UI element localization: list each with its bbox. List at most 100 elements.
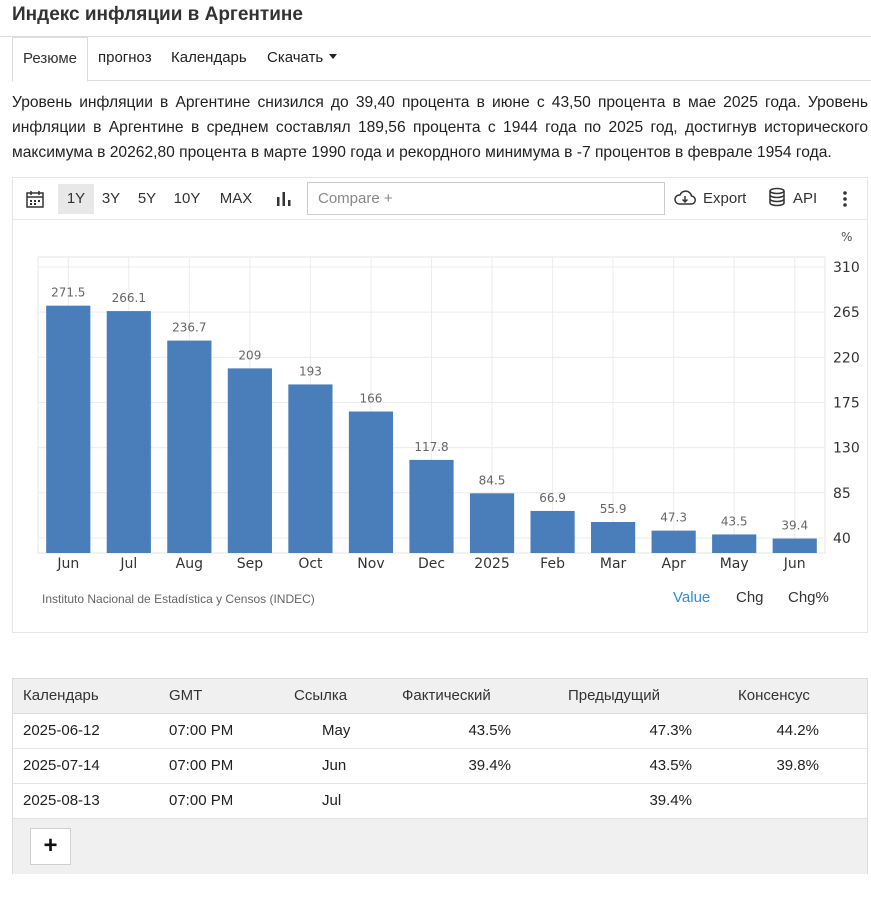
tab-calendar[interactable]: Календарь bbox=[161, 37, 257, 81]
cell-previous: 47.3% bbox=[556, 713, 726, 749]
bar bbox=[348, 411, 394, 553]
api-label: API bbox=[793, 190, 818, 207]
y-tick-label: 130 bbox=[833, 441, 860, 457]
col-header-calendar: Календарь bbox=[13, 679, 159, 714]
range-3y-button[interactable]: 3Y bbox=[101, 190, 121, 207]
y-unit-label: % bbox=[841, 230, 852, 244]
cell-date: 2025-07-14 bbox=[13, 748, 159, 784]
cell-previous: 39.4% bbox=[556, 783, 726, 819]
mode-chg-pct-link[interactable]: Chg% bbox=[788, 589, 829, 606]
range-10y-button[interactable]: 10Y bbox=[173, 190, 201, 207]
cell-reference: May bbox=[284, 713, 392, 749]
calendar-table: Календарь GMT Ссылка Фактический Предыду… bbox=[13, 679, 867, 819]
y-tick-label: 175 bbox=[833, 395, 860, 411]
x-tick-label: Sep bbox=[237, 556, 264, 572]
cell-actual: 43.5% bbox=[392, 713, 556, 749]
x-tick-label: Jun bbox=[56, 556, 79, 572]
table-row: 2025-08-13 07:00 PM Jul 39.4% bbox=[13, 783, 867, 819]
col-header-reference: Ссылка bbox=[284, 679, 392, 714]
cloud-download-icon bbox=[674, 190, 696, 205]
bar-value-label: 166 bbox=[360, 392, 383, 406]
bar-value-label: 55.9 bbox=[600, 502, 627, 516]
bar bbox=[530, 510, 575, 553]
bar bbox=[651, 530, 696, 553]
bar bbox=[772, 538, 817, 553]
col-header-actual: Фактический bbox=[392, 679, 556, 714]
bar-value-label: 39.4 bbox=[781, 519, 808, 533]
col-header-gmt: GMT bbox=[159, 679, 284, 714]
tab-bar: Резюме прогноз Календарь Скачать bbox=[12, 37, 871, 82]
tab-calendar-label: Календарь bbox=[171, 49, 247, 66]
cell-time: 07:00 PM bbox=[159, 748, 284, 784]
calendar-footer: + bbox=[13, 819, 867, 874]
bar-value-label: 66.9 bbox=[539, 491, 566, 505]
x-tick-label: Oct bbox=[298, 556, 323, 572]
cell-reference: Jun bbox=[284, 748, 392, 784]
cell-previous: 43.5% bbox=[556, 748, 726, 784]
range-1y-button[interactable]: 1Y bbox=[58, 184, 94, 214]
table-row: 2025-06-12 07:00 PM May 43.5% 47.3% 44.2% bbox=[13, 713, 867, 749]
chevron-down-icon bbox=[329, 54, 338, 59]
bar bbox=[288, 384, 333, 553]
tab-summary[interactable]: Резюме bbox=[12, 37, 88, 82]
table-header-row: Календарь GMT Ссылка Фактический Предыду… bbox=[13, 679, 867, 714]
bar bbox=[409, 459, 454, 553]
y-tick-label: 310 bbox=[833, 260, 860, 276]
page-title: Индекс инфляции в Аргентине bbox=[12, 4, 303, 25]
database-icon bbox=[769, 187, 785, 207]
mode-chg-link[interactable]: Chg bbox=[736, 589, 764, 606]
x-tick-label: Mar bbox=[600, 556, 627, 572]
table-row: 2025-07-14 07:00 PM Jun 39.4% 43.5% 39.8% bbox=[13, 748, 867, 784]
add-button[interactable]: + bbox=[30, 828, 71, 865]
chart-panel: 1Y 3Y 5Y 10Y MAX Export API bbox=[12, 177, 868, 633]
cell-time: 07:00 PM bbox=[159, 783, 284, 819]
bar bbox=[227, 368, 272, 553]
y-tick-label: 40 bbox=[833, 531, 851, 547]
x-tick-label: Jun bbox=[783, 556, 806, 572]
bar-value-label: 266.1 bbox=[112, 291, 146, 305]
x-tick-label: Nov bbox=[357, 556, 384, 572]
cell-actual bbox=[392, 783, 556, 819]
description: Уровень инфляции в Аргентине снизился до… bbox=[12, 94, 868, 161]
cell-date: 2025-08-13 bbox=[13, 783, 159, 819]
bar bbox=[591, 521, 636, 553]
x-tick-label: Feb bbox=[540, 556, 565, 572]
export-label: Export bbox=[703, 190, 747, 207]
range-5y-button[interactable]: 5Y bbox=[137, 190, 157, 207]
bar bbox=[167, 340, 212, 553]
bar-value-label: 209 bbox=[238, 348, 261, 362]
cell-reference: Jul bbox=[284, 783, 392, 819]
calendar-panel: Календарь GMT Ссылка Фактический Предыду… bbox=[12, 678, 868, 874]
x-tick-label: Dec bbox=[418, 556, 445, 572]
x-tick-label: Aug bbox=[176, 556, 203, 572]
tab-forecast[interactable]: прогноз bbox=[88, 37, 162, 81]
bar bbox=[712, 534, 757, 553]
bar bbox=[469, 493, 515, 553]
cell-consensus bbox=[726, 783, 867, 819]
x-tick-label: 2025 bbox=[474, 556, 510, 572]
api-button[interactable]: API bbox=[768, 184, 824, 214]
tab-download-label: Скачать bbox=[267, 49, 324, 66]
range-max-button[interactable]: MAX bbox=[219, 190, 253, 207]
chart-type-icon[interactable] bbox=[271, 184, 297, 214]
tab-download[interactable]: Скачать bbox=[257, 37, 347, 81]
x-tick-label: May bbox=[720, 556, 749, 572]
x-tick-label: Jul bbox=[119, 556, 137, 572]
more-menu-icon[interactable] bbox=[837, 184, 853, 214]
x-tick-label: Apr bbox=[662, 556, 686, 572]
cell-time: 07:00 PM bbox=[159, 713, 284, 749]
mode-value-link[interactable]: Value bbox=[673, 589, 711, 606]
bar bbox=[46, 305, 91, 553]
bar-value-label: 84.5 bbox=[479, 473, 506, 487]
bar-value-label: 43.5 bbox=[721, 514, 748, 528]
compare-input[interactable] bbox=[307, 182, 665, 215]
cell-actual: 39.4% bbox=[392, 748, 556, 784]
y-tick-label: 220 bbox=[833, 350, 860, 366]
divider bbox=[0, 36, 871, 37]
export-button[interactable]: Export bbox=[673, 184, 755, 214]
calendar-icon[interactable] bbox=[21, 184, 49, 214]
bar bbox=[106, 311, 151, 553]
chart-toolbar: 1Y 3Y 5Y 10Y MAX Export API bbox=[13, 178, 867, 220]
tab-summary-label: Резюме bbox=[23, 50, 77, 67]
source-note: Instituto Nacional de Estadística y Cens… bbox=[42, 592, 315, 606]
